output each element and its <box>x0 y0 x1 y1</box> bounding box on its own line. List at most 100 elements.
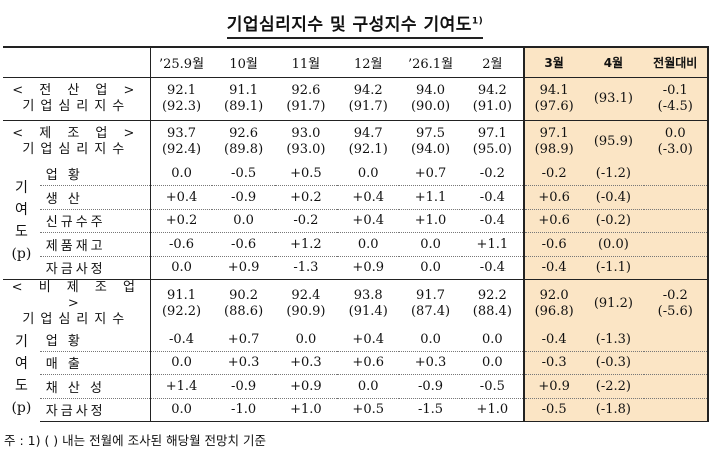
contribution-value: +1.0 <box>461 397 524 422</box>
contribution-value: +0.4 <box>337 208 400 233</box>
contribution-value: (-2.2) <box>583 374 644 398</box>
contribution-value: 0.0 <box>399 255 462 280</box>
contribution-row: 채 산 성 +1.4 -0.9 +0.9 0.0 -0.9 -0.5 +0.9 (-2.2) <box>3 374 710 398</box>
group-label-top: < 전 산 업 > <box>12 82 141 98</box>
contribution-value: -0.9 <box>212 374 275 398</box>
group-value-cell: 94.2 (91.7) <box>337 77 399 120</box>
contribution-value: -0.3 <box>522 350 584 375</box>
contribution-value: +0.9 <box>212 255 275 280</box>
contribution-value: +0.6 <box>522 208 584 233</box>
forecast-value: (89.1) <box>224 98 264 114</box>
forecast-value: (89.8) <box>224 141 264 157</box>
contribution-value: 0.0 <box>149 255 213 280</box>
contribution-value: +1.1 <box>399 185 462 209</box>
contribution-value: (-1.1) <box>583 255 644 280</box>
contribution-side-label: 기 여 도 (p) <box>3 163 40 280</box>
current-value: 91.1 <box>229 82 259 98</box>
side-label-char: 도 <box>14 223 28 240</box>
contribution-value: +1.0 <box>274 397 338 422</box>
contribution-row: 매 출 0.0 +0.3 +0.3 +0.6 +0.3 0.0 -0.3 (-0.3) <box>3 350 710 375</box>
current-value: -0.2 <box>662 288 688 303</box>
current-value: 92.0 <box>539 288 569 303</box>
group-row: < 전 산 업 > 기업심리지수 92.1 (92.3) 91.1 (89.1) 92.6(… <box>3 77 710 120</box>
forecast-value: (92.4) <box>161 141 202 157</box>
group-value-cell: (93.1) <box>583 77 644 120</box>
group-value-cell: 97.1 (98.9) <box>522 120 584 163</box>
contribution-value: (-1.3) <box>583 328 644 351</box>
contribution-value: -0.9 <box>399 374 462 398</box>
contribution-value: +0.2 <box>149 208 213 233</box>
side-label-char: 기 <box>14 333 28 350</box>
header-corner <box>3 46 151 78</box>
forecast-value: (91.0) <box>472 98 512 114</box>
contribution-value: 0.0 <box>399 232 462 256</box>
contribution-value <box>643 350 710 375</box>
header-month: 2월 <box>461 46 524 78</box>
current-value: 94.1 <box>539 82 569 98</box>
contribution-value: -0.6 <box>149 232 213 256</box>
group-value-cell: 90.2 (88.6) <box>212 280 274 329</box>
contribution-value: -0.4 <box>522 328 584 351</box>
group-value-cell: 91.1 (89.1) <box>212 77 274 120</box>
side-label-char: 여 <box>14 201 28 218</box>
group-value-cell: 91.1 (92.2) <box>149 279 213 328</box>
group-label: < 전 산 업 > 기업심리지수 <box>3 77 150 120</box>
contribution-value: +0.3 <box>212 350 275 375</box>
group-value-cell: 94.0 (90.0) <box>399 77 461 120</box>
forecast-value: (-4.5) <box>657 98 693 114</box>
forecast-value: (92.2) <box>161 304 202 319</box>
forecast-value: (94.0) <box>410 141 451 157</box>
contribution-value: 0.0 <box>212 208 275 233</box>
group-value-cell: 94.2 (91.0) <box>462 77 524 120</box>
header-month: ’26.1월 <box>399 46 462 78</box>
group-value-cell: (91.2) <box>583 279 644 328</box>
title-footnote-mark: 1) <box>471 16 484 27</box>
contribution-value: +0.3 <box>399 350 462 375</box>
current-value: 92.6 <box>291 82 321 98</box>
group-value-cell: 94.1 (97.6) <box>522 77 584 120</box>
contribution-row: 생 산 +0.4 -0.9 +0.2 +0.4 +1.1 -0.4 +0.6 (-0.4) <box>3 185 710 209</box>
forecast-value: (97.6) <box>534 98 574 114</box>
group-row: < 제 조 업 > 기업심리지수 93.7 (92.4) 92.6 (89.8) 93.0(… <box>3 120 710 163</box>
current-value: 94.2 <box>477 82 507 98</box>
contribution-value: 0.0 <box>420 331 441 347</box>
component-label: 생 산 <box>39 185 151 209</box>
forecast-value: (91.7) <box>348 98 388 114</box>
contribution-value: +1.1 <box>461 232 524 256</box>
header-current-month: 3월 <box>522 46 584 78</box>
current-value: -0.1 <box>662 82 688 98</box>
contribution-value: -1.5 <box>399 397 462 422</box>
side-label-char: 여 <box>14 355 28 372</box>
contribution-value: 0.0 <box>482 331 503 347</box>
forecast-value: (-5.6) <box>657 304 693 319</box>
group-value-cell: 93.8 (91.4) <box>337 280 399 329</box>
current-value: 92.4 <box>291 288 321 303</box>
group-value-cell: 93.0 (93.0) <box>275 120 337 163</box>
forecast-value: (87.4) <box>410 304 451 319</box>
current-value: 91.1 <box>167 288 196 303</box>
contribution-value: -0.4 <box>461 185 524 209</box>
contribution-value: +0.7 <box>414 166 447 182</box>
contribution-value: -0.2 <box>479 166 505 182</box>
forecast-value: (-3.0) <box>657 141 693 157</box>
contribution-value: -0.4 <box>522 255 584 280</box>
group-value-cell: 92.0 (96.8) <box>522 279 584 328</box>
contribution-value: 0.0 <box>337 232 400 256</box>
contribution-value: 0.0 <box>461 350 524 375</box>
contribution-value: -1.0 <box>212 397 275 422</box>
forecast-value: (95.0) <box>472 141 512 157</box>
contribution-value: 0.0 <box>357 166 379 182</box>
contribution-row: 기 여 도 (p) 업 황 0.0 -0.5 +0.5 0.0 +0.7 -0.2 -0.2 (-1.2… <box>3 162 710 262</box>
contribution-value: (-0.4) <box>583 185 644 209</box>
contribution-value <box>643 328 710 351</box>
contribution-value: (-0.2) <box>583 208 644 233</box>
contribution-value: -0.6 <box>522 232 584 256</box>
contribution-side-label: 기 여 도 (p) <box>3 328 40 422</box>
contribution-value: -1.3 <box>274 255 338 280</box>
contribution-value: -0.5 <box>522 397 584 422</box>
component-label: 신규수주 <box>39 208 151 233</box>
contribution-row: 자금사정 0.0 -1.0 +1.0 +0.5 -1.5 +1.0 -0.5 (-1.8) <box>3 397 710 422</box>
contribution-value: +0.5 <box>337 397 400 422</box>
contribution-value: +0.6 <box>522 185 584 209</box>
group-row: < 비 제 조 업 > 기업심리지수 91.1 (92.2) 90.2 (88.6) 92.… <box>3 279 710 329</box>
